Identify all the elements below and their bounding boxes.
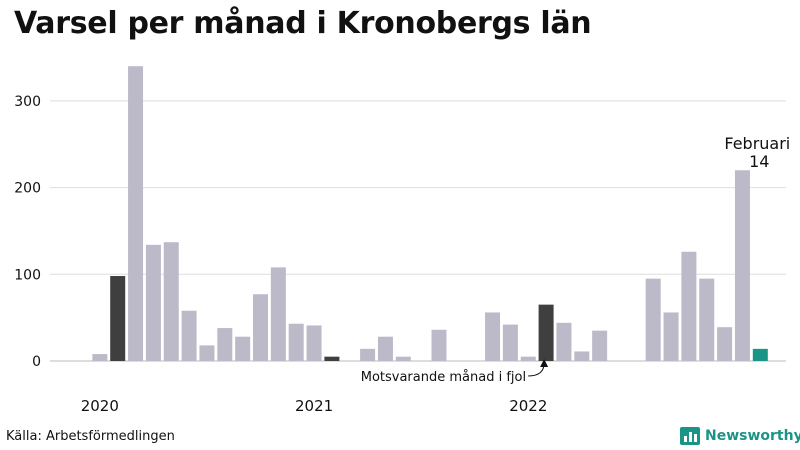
brand-logo: Newsworthy xyxy=(680,427,800,445)
bar xyxy=(199,345,215,361)
source-note: Källa: Arbetsförmedlingen xyxy=(6,429,175,444)
bar xyxy=(717,327,733,361)
bar xyxy=(270,267,286,361)
bar xyxy=(181,310,197,361)
bar-chart-logo-icon xyxy=(680,427,700,445)
bar xyxy=(645,278,661,361)
y-tick-label: 100 xyxy=(14,267,41,283)
bar xyxy=(574,351,590,361)
bar xyxy=(253,294,268,361)
bar xyxy=(520,356,536,361)
annotation-current-value: 14 xyxy=(749,152,769,171)
x-year-label: 2020 xyxy=(81,397,119,415)
bar xyxy=(538,304,554,361)
bar xyxy=(431,329,447,361)
bar xyxy=(699,278,715,361)
y-tick-label: 300 xyxy=(14,94,41,110)
bar xyxy=(324,356,340,361)
bar xyxy=(485,312,501,361)
bar xyxy=(217,328,233,361)
chart-title: Varsel per månad i Kronobergs län xyxy=(14,6,592,41)
bar xyxy=(360,348,376,361)
bar xyxy=(377,336,393,361)
bar xyxy=(734,170,750,361)
annotation-current-label: Februari xyxy=(724,134,790,153)
bar xyxy=(145,244,161,361)
brand-label: Newsworthy xyxy=(705,428,800,444)
x-year-label: 2022 xyxy=(509,397,547,415)
y-tick-label: 200 xyxy=(14,181,41,197)
bar xyxy=(395,356,411,361)
bar xyxy=(163,242,179,361)
bar xyxy=(556,322,572,361)
bar xyxy=(128,66,144,361)
bar xyxy=(592,330,608,361)
bar xyxy=(235,336,251,361)
y-tick-label: 0 xyxy=(32,354,41,370)
bar xyxy=(663,312,679,361)
bar xyxy=(306,325,322,361)
bar xyxy=(681,251,697,361)
bar xyxy=(752,348,768,361)
annotation-prior-label: Motsvarande månad i fjol xyxy=(361,370,526,385)
bar xyxy=(110,276,126,361)
bar xyxy=(288,323,304,361)
bar xyxy=(502,324,518,361)
annotation-arrow xyxy=(528,359,549,377)
bar xyxy=(92,354,108,361)
x-year-label: 2021 xyxy=(295,397,333,415)
